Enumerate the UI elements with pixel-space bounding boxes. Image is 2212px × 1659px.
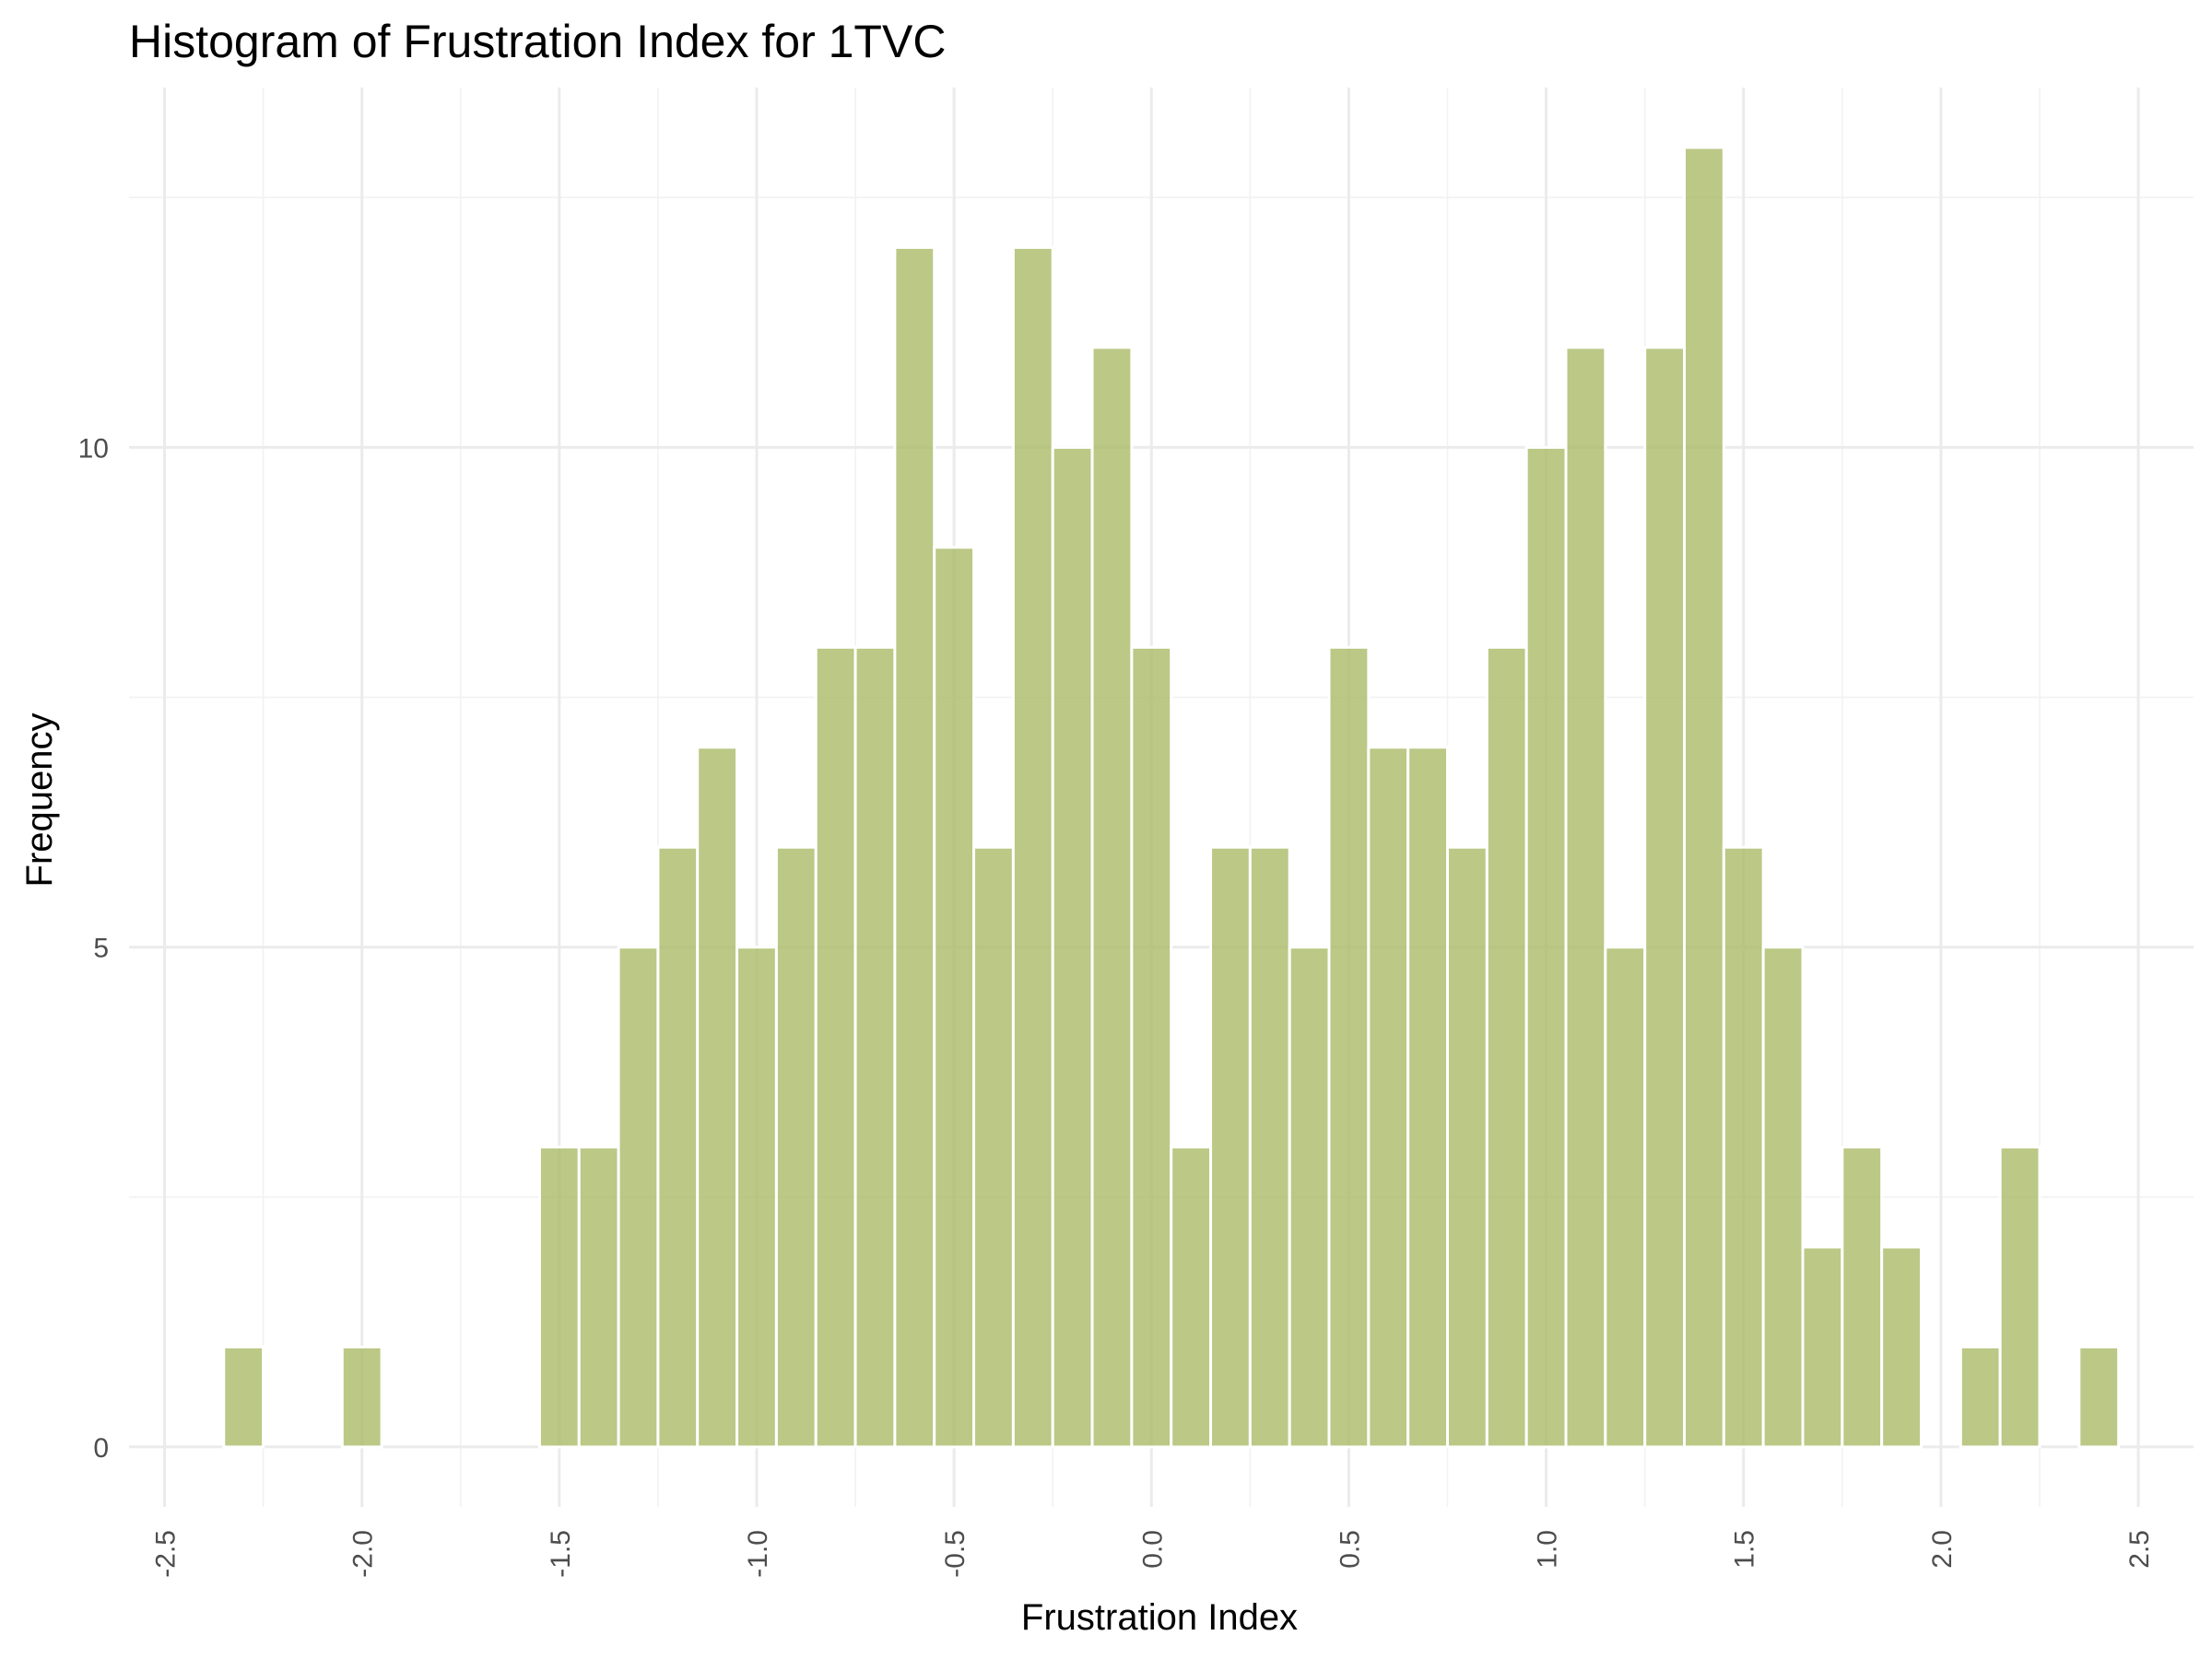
histogram-bar: [1880, 1245, 1923, 1449]
histogram-bar: [1564, 346, 1607, 1449]
histogram-bar: [696, 746, 739, 1449]
x-tick-label: -0.5: [940, 1530, 971, 1578]
histogram-bar: [1761, 946, 1805, 1449]
histogram-bar: [1406, 746, 1450, 1449]
histogram-bar: [1327, 645, 1371, 1449]
x-tick-label: 0.0: [1137, 1530, 1168, 1569]
histogram-bars: [222, 146, 2121, 1449]
histogram-bar: [617, 946, 660, 1449]
x-tick-label: 0.5: [1335, 1530, 1365, 1569]
histogram-bar: [1841, 1146, 1884, 1449]
histogram-bar: [853, 645, 897, 1449]
x-tick-label: -1.0: [743, 1530, 773, 1578]
x-tick-label: 1.5: [1730, 1530, 1760, 1569]
histogram-bar: [933, 546, 976, 1449]
y-tick-label: 10: [78, 433, 109, 464]
histogram-bar: [774, 845, 818, 1449]
histogram-bar: [1722, 845, 1765, 1449]
histogram-bar: [1130, 645, 1173, 1449]
histogram-bar: [1998, 1146, 2041, 1449]
histogram-bar: [1051, 445, 1094, 1449]
y-axis-label: Frequency: [19, 713, 60, 888]
histogram-bar: [893, 246, 936, 1449]
histogram-bar: [814, 645, 857, 1449]
histogram-bar: [1485, 645, 1528, 1449]
histogram-bar: [537, 1146, 581, 1449]
histogram-bar: [735, 946, 778, 1449]
histogram-bar: [1446, 845, 1488, 1449]
histogram-bar: [1367, 746, 1410, 1449]
histogram-bar: [1801, 1245, 1844, 1449]
histogram-bar: [1011, 246, 1054, 1449]
x-axis-ticks: -2.5 -2.0 -1.5 -1.0 -0.5 0.0 0.5 1.0 1.5 2.0 2.5: [151, 1530, 2155, 1578]
histogram-bar: [1248, 845, 1291, 1449]
histogram-bar: [1170, 1146, 1213, 1449]
x-tick-label: -2.5: [151, 1530, 182, 1578]
histogram-bar: [1288, 946, 1331, 1449]
x-tick-label: -1.5: [546, 1530, 576, 1578]
y-axis-ticks: 0 5 10: [78, 433, 109, 1464]
histogram-bar: [1959, 1345, 2002, 1449]
histogram-bar: [577, 1146, 620, 1449]
histogram-bar: [1643, 346, 1686, 1449]
histogram-bar: [972, 845, 1015, 1449]
histogram-bar: [2077, 1345, 2121, 1449]
histogram-bar: [1524, 445, 1568, 1449]
x-tick-label: 1.0: [1533, 1530, 1563, 1569]
histogram-bar: [222, 1345, 265, 1449]
y-tick-label: 5: [93, 934, 109, 964]
histogram-bar: [656, 845, 700, 1449]
histogram-bar: [1604, 946, 1647, 1449]
x-tick-label: 2.0: [1927, 1530, 1958, 1569]
histogram-bar: [1090, 346, 1134, 1449]
histogram-bar: [1209, 845, 1252, 1449]
chart-title: Histogram of Frustration Index for 1TVC: [129, 16, 946, 67]
y-tick-label: 0: [93, 1433, 109, 1464]
histogram-bar: [340, 1345, 383, 1449]
x-tick-label: 2.5: [2124, 1530, 2155, 1569]
x-tick-label: -2.0: [348, 1530, 379, 1578]
histogram-bar: [1682, 146, 1725, 1449]
x-axis-label: Frustration Index: [1021, 1597, 1298, 1638]
